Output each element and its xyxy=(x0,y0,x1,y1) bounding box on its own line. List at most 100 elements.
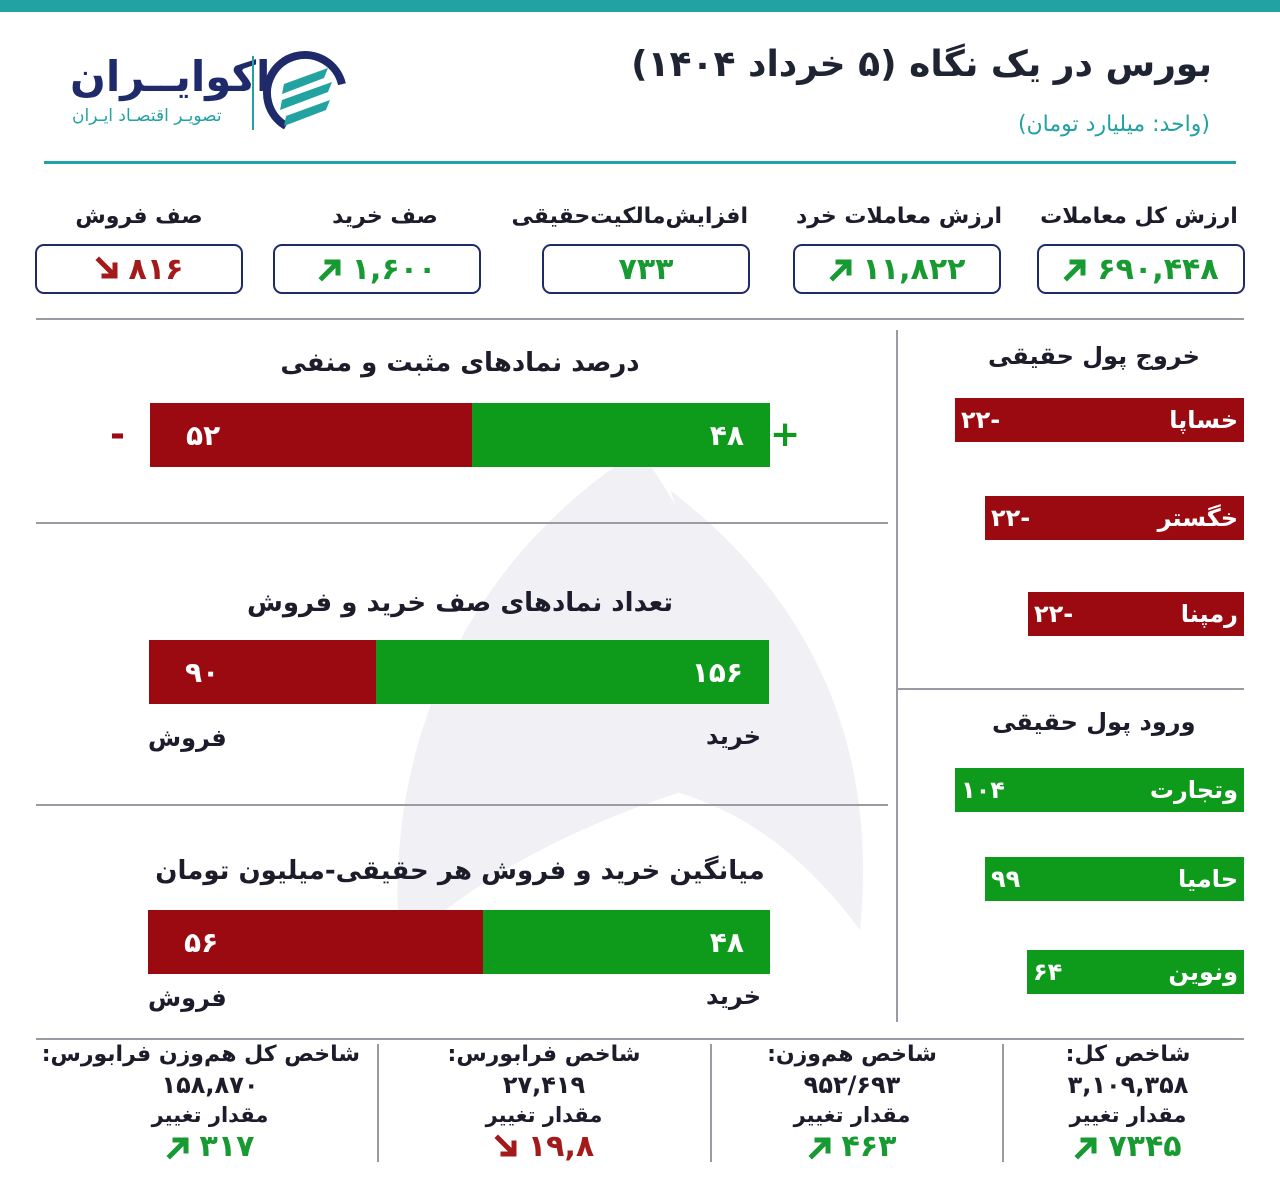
arrow-up-icon xyxy=(165,1137,189,1160)
watermark-leaf-icon xyxy=(397,450,864,950)
index-name: شاخص فرابورس: xyxy=(447,1042,641,1067)
queues-title: تعداد نمادهای صف خرید و فروش xyxy=(246,588,674,618)
column-divider xyxy=(896,330,898,1022)
inflow-name: وتجارت xyxy=(1149,776,1238,804)
arrow-up-icon xyxy=(828,259,852,282)
stat-label-total-value: ارزش کل معاملات xyxy=(1040,204,1238,229)
stats-divider xyxy=(36,318,1244,320)
arrow-down-icon xyxy=(494,1133,517,1156)
stat-box-sell-queue: ۸۱۶ xyxy=(35,244,243,294)
index-farabourse-equal-weight: شاخص کل هم‌وزن فرابورس: ۱۵۸,۸۷۰ مقدار تغ… xyxy=(42,1042,360,1164)
stat-value: ۸۱۶ xyxy=(128,251,184,287)
index-change-label: مقدار تغییر xyxy=(1069,1103,1187,1127)
inflow-value: ۱۰۴ xyxy=(961,776,1005,804)
arrow-up-icon xyxy=(1063,259,1086,282)
index-change-label: مقدار تغییر xyxy=(485,1103,603,1127)
stat-value: ۶۹۰,۴۴۸ xyxy=(1097,251,1219,287)
index-total: شاخص کل: ۳,۱۰۹,۳۵۸ مقدار تغییر ۷۳۴۵ xyxy=(978,1042,1278,1164)
stat-box-total-value: ۶۹۰,۴۴۸ xyxy=(1037,244,1245,294)
index-name: شاخص کل: xyxy=(1065,1042,1191,1067)
index-delta: ۳۱۷ xyxy=(199,1129,255,1164)
arrow-up-icon xyxy=(807,1137,831,1160)
index-divider xyxy=(1002,1044,1004,1162)
outflow-value: -۲۲ xyxy=(1034,600,1074,628)
stat-box-ownership: ۷۳۳ xyxy=(542,244,750,294)
index-delta: ۱۹,۸ xyxy=(527,1129,595,1164)
index-divider xyxy=(710,1044,712,1162)
stat-label-buy-queue: صف خرید xyxy=(332,204,438,229)
outflow-item: خساپا -۲۲ xyxy=(955,398,1244,442)
pos-neg-bar: ۵۲ ۴۸ xyxy=(150,403,770,467)
inflow-value: ۶۴ xyxy=(1033,958,1063,986)
inflow-name: ونوین xyxy=(1168,958,1238,986)
sell-queue-segment: ۹۰ xyxy=(149,640,376,704)
top-accent-bar xyxy=(0,0,1280,12)
inflow-item: وتجارت ۱۰۴ xyxy=(955,768,1244,812)
unit-note: (واحد: میلیارد تومان) xyxy=(1017,112,1210,137)
outflow-value: -۲۲ xyxy=(961,406,1001,434)
stat-value: ۷۳۳ xyxy=(618,251,674,287)
arrow-up-icon xyxy=(318,259,341,282)
index-value: ۱۵۸,۸۷۰ xyxy=(161,1071,259,1099)
avg-sell-segment: ۵۶ xyxy=(148,910,483,974)
section-divider xyxy=(36,522,888,524)
index-divider xyxy=(377,1044,379,1162)
avg-sell-value: ۵۶ xyxy=(184,925,219,959)
buy-queue-segment: ۱۵۶ xyxy=(375,640,769,704)
stat-value: ۱,۶۰۰ xyxy=(351,251,437,287)
outflow-item: رمپنا -۲۲ xyxy=(1028,592,1244,636)
plus-sign: + xyxy=(770,414,801,455)
brand-logo-icon xyxy=(263,50,347,135)
outflow-item: خگستر -۲۲ xyxy=(985,496,1244,540)
sell-label: فروش xyxy=(148,724,227,752)
outflow-name: رمپنا xyxy=(1180,600,1238,628)
stat-label-ownership: افزایش‌مالکیت‌حقیقی xyxy=(511,204,749,229)
index-delta: ۴۶۳ xyxy=(841,1129,897,1164)
inflow-item: حامیا ۹۹ xyxy=(985,857,1244,901)
buy-queue-value: ۱۵۶ xyxy=(691,655,743,689)
index-change-label: مقدار تغییر xyxy=(151,1103,269,1127)
index-delta: ۷۳۴۵ xyxy=(1108,1129,1182,1164)
outflow-name: خساپا xyxy=(1169,406,1238,434)
index-equal-weight: شاخص هم‌وزن: ۹۵۲/۶۹۳ مقدار تغییر ۴۶۳ xyxy=(702,1042,1002,1164)
pos-neg-title: درصد نمادهای مثبت و منفی xyxy=(280,348,640,378)
buy-label: خرید xyxy=(706,722,762,750)
minus-sign: - xyxy=(110,414,125,455)
arrow-up-icon xyxy=(1074,1137,1097,1160)
avg-title: میانگین خرید و فروش هر حقیقی-میلیون توما… xyxy=(155,856,765,886)
sell-queue-value: ۹۰ xyxy=(185,655,220,689)
section-divider xyxy=(36,804,888,806)
negative-segment: ۵۲ xyxy=(150,403,473,467)
stat-box-buy-queue: ۱,۶۰۰ xyxy=(273,244,481,294)
index-farabourse: شاخص فرابورس: ۲۷,۴۱۹ مقدار تغییر ۱۹,۸ xyxy=(394,1042,694,1164)
index-value: ۹۵۲/۶۹۳ xyxy=(803,1071,901,1099)
brand-name: اکوایــران xyxy=(70,52,271,101)
stat-value: ۱۱,۸۲۲ xyxy=(862,251,966,287)
negative-value: ۵۲ xyxy=(186,418,221,452)
inflow-name: حامیا xyxy=(1178,865,1238,893)
sell-label: فروش xyxy=(148,984,227,1012)
avg-bar: ۵۶ ۴۸ xyxy=(148,910,770,974)
page-title: بورس در یک نگاه (۵ خرداد ۱۴۰۴) xyxy=(631,44,1212,85)
brand-tagline: تصویـر اقتصـاد ایـران xyxy=(72,106,222,126)
queues-bar: ۹۰ ۱۵۶ xyxy=(149,640,769,704)
index-name: شاخص هم‌وزن: xyxy=(767,1042,937,1067)
indices-divider xyxy=(36,1038,1244,1040)
inflow-title: ورود پول حقیقی xyxy=(992,708,1196,736)
index-change-label: مقدار تغییر xyxy=(793,1103,911,1127)
arrow-down-icon xyxy=(94,256,118,279)
avg-buy-segment: ۴۸ xyxy=(482,910,770,974)
stat-label-sell-queue: صف فروش xyxy=(75,204,203,229)
buy-label: خرید xyxy=(706,982,762,1010)
positive-value: ۴۸ xyxy=(709,418,744,452)
flow-divider xyxy=(898,688,1244,690)
avg-buy-value: ۴۸ xyxy=(709,925,744,959)
inflow-item: ونوین ۶۴ xyxy=(1027,950,1244,994)
outflow-name: خگستر xyxy=(1157,504,1238,532)
stat-label-retail-value: ارزش معاملات خرد xyxy=(795,204,1003,229)
outflow-value: -۲۲ xyxy=(991,504,1031,532)
index-value: ۳,۱۰۹,۳۵۸ xyxy=(1067,1071,1189,1099)
logo-divider xyxy=(252,56,254,130)
inflow-value: ۹۹ xyxy=(991,865,1021,893)
stat-box-retail-value: ۱۱,۸۲۲ xyxy=(793,244,1001,294)
